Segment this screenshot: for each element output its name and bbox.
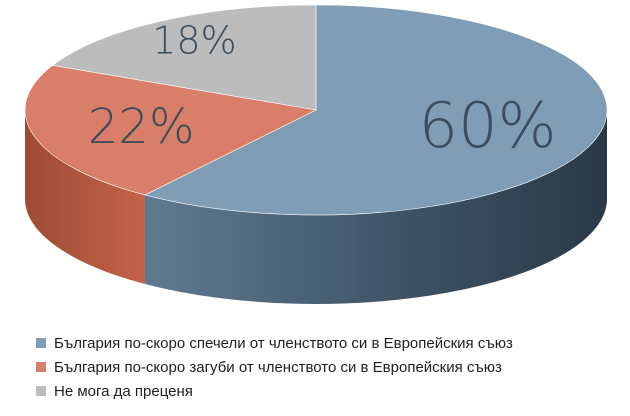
pie-tops	[24, 4, 608, 216]
pie-side-won	[144, 110, 607, 304]
legend-label-won: България по-скоро спечели от членството …	[54, 334, 513, 352]
legend-swatch-lost	[36, 362, 46, 372]
legend-swatch-won	[36, 338, 46, 348]
legend-swatch-undecided	[36, 386, 46, 396]
data-label-undecided: 18%	[152, 18, 236, 62]
pie-slice-undecided	[51, 4, 317, 111]
legend-label-undecided: Не мога да преценя	[54, 382, 193, 400]
pie-side-lost	[25, 110, 145, 284]
data-label-won: 60%	[419, 89, 557, 162]
legend-item-undecided: Не мога да преценя	[36, 379, 513, 403]
legend-label-lost: България по-скоро загуби от членството с…	[54, 358, 502, 376]
data-label-lost: 22%	[88, 99, 195, 155]
pie-sides	[25, 110, 607, 304]
pie-chart: 60% 22% 18%	[24, 4, 608, 304]
pie-slice-won	[144, 4, 608, 216]
legend: България по-скоро спечели от членството …	[36, 331, 513, 403]
pie-data-labels: 60% 22% 18%	[88, 18, 557, 162]
legend-item-won: България по-скоро спечели от членството …	[36, 331, 513, 355]
legend-item-lost: България по-скоро загуби от членството с…	[36, 355, 513, 379]
